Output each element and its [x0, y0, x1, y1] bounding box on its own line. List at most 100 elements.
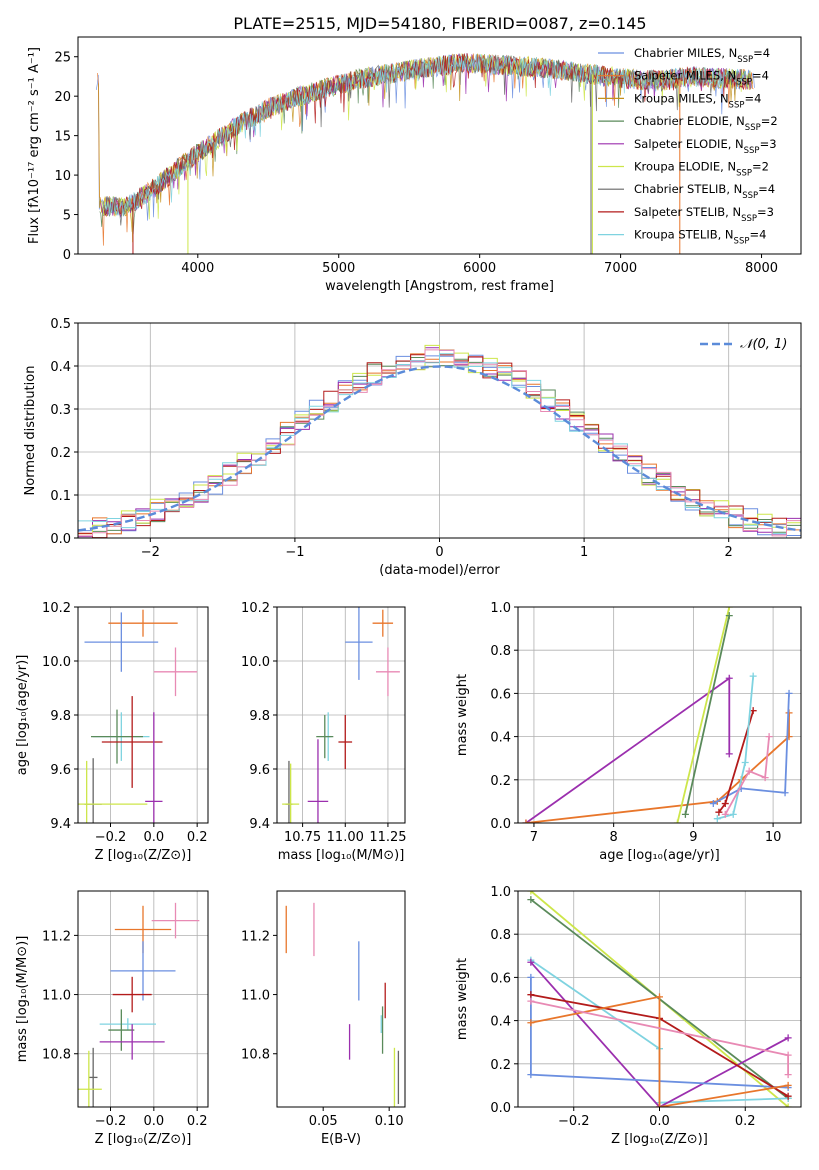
weight-marker — [784, 1034, 792, 1042]
y-tick-label: 11.2 — [241, 929, 270, 944]
mass-vs-metallicity-panel: −0.2 0.0 0.2 10.8 11.0 11.2 Z [log₁₀(Z/Z⊙)] mas… — [15, 890, 209, 1147]
x-tick-label: 0.10 — [375, 1114, 404, 1129]
y-tick-label: 10.0 — [42, 655, 71, 670]
y-axis-label: Normed distribution — [23, 366, 38, 496]
x-tick-label: 8 — [610, 830, 618, 845]
weight-marker — [784, 1081, 792, 1089]
weight-vs-age-panel: 7 8 9 10 0.0 0.2 0.4 0.6 0.8 1.0 age [log₁₀(age/yr… — [455, 601, 802, 863]
weight-marker — [713, 815, 721, 823]
y-tick-label: 0 — [63, 248, 71, 263]
axes-frame — [77, 36, 802, 255]
weight-marker — [784, 1092, 792, 1100]
axes-frame — [77, 890, 209, 1108]
weight-series-line — [724, 736, 770, 815]
axes-frame — [517, 890, 802, 1108]
x-axis-label: (data-model)/error — [379, 563, 500, 578]
y-axis-label: mass weight — [455, 958, 470, 1040]
y-tick-label: 0.2 — [490, 1058, 511, 1073]
y-tick-label: 10.0 — [241, 655, 270, 670]
weight-marker — [522, 819, 530, 823]
y-tick-label: 10.8 — [241, 1048, 270, 1063]
weight-lines — [527, 891, 792, 1107]
weight-marker — [527, 1071, 535, 1079]
weight-marker — [725, 612, 733, 620]
weight-marker — [673, 819, 681, 823]
weight-marker — [527, 973, 535, 981]
x-tick-label: 7000 — [604, 261, 637, 276]
y-tick-label: 11.0 — [241, 989, 270, 1004]
x-tick-label: 4000 — [181, 261, 214, 276]
normal-curve — [78, 365, 801, 532]
figure-title: PLATE=2515, MJD=54180, FIBERID=0087, z=0… — [233, 14, 646, 33]
legend-entry: 𝒩(0, 1) — [740, 337, 787, 352]
x-axis-label: Z [log₁₀(Z/Z⊙)] — [95, 1132, 192, 1147]
x-tick-label: 6000 — [463, 261, 496, 276]
y-tick-label: 11.0 — [42, 989, 71, 1004]
x-tick-label: 2 — [725, 545, 733, 560]
y-axis-label: age [log₁₀(age/yr)] — [15, 655, 30, 776]
weight-marker — [656, 1103, 663, 1107]
y-tick-label: 0.6 — [490, 687, 511, 702]
axes-frame — [517, 606, 802, 824]
y-tick-label: 0.0 — [490, 1101, 511, 1116]
y-tick-label: 20 — [54, 90, 71, 105]
axes-frame — [276, 890, 406, 1108]
y-tick-label: 9.8 — [50, 709, 71, 724]
weight-marker — [729, 810, 737, 818]
legend-entry: Salpeter STELIB, NSSP=3 — [634, 205, 774, 224]
y-tick-label: 9.6 — [249, 763, 270, 778]
x-axis-label: E(B-V) — [321, 1132, 361, 1147]
y-tick-label: 0.4 — [490, 1015, 511, 1030]
y-tick-label: 0.2 — [50, 446, 71, 461]
weight-marker — [784, 1071, 792, 1079]
weight-series-line — [712, 693, 790, 805]
spectrum-panel: 4000 5000 6000 7000 8000 0 5 10 15 20 25 wavelength… — [27, 36, 802, 294]
y-tick-label: 11.2 — [42, 929, 71, 944]
x-tick-label: 0 — [435, 545, 443, 560]
y-tick-label: 0.3 — [50, 403, 71, 418]
x-axis-label: Z [log₁₀(Z/Z⊙)] — [95, 848, 192, 863]
legend-entry: Salpeter ELODIE, NSSP=3 — [634, 137, 777, 156]
y-tick-label: 9.4 — [50, 817, 71, 832]
x-tick-label: −0.2 — [95, 1114, 127, 1129]
y-axis-label: mass [log₁₀(M/M⊙)] — [15, 936, 30, 1063]
weight-marker — [725, 607, 733, 611]
weight-marker — [761, 774, 769, 782]
age-vs-mass-panel: 10.75 11.00 11.25 9.4 9.6 9.8 10.0 10.2 mass [lo… — [241, 601, 406, 863]
x-axis-label: mass [log₁₀(M/M⊙)] — [278, 848, 405, 863]
weight-marker — [656, 993, 663, 1001]
weight-marker — [725, 750, 733, 758]
axes-frame — [276, 606, 406, 824]
y-tick-label: 15 — [54, 130, 71, 145]
x-tick-label: 10 — [765, 830, 782, 845]
legend-entry: Kroupa MILES, NSSP=4 — [634, 91, 761, 110]
y-tick-label: 10.8 — [42, 1048, 71, 1063]
spectrum-lines — [95, 52, 755, 254]
weight-marker — [527, 958, 535, 966]
weight-marker — [721, 800, 729, 808]
weight-marker — [527, 896, 535, 904]
y-tick-label: 0.0 — [490, 817, 511, 832]
residual-histogram-panel: −2 −1 0 1 2 0.0 0.1 0.2 0.3 0.4 0.5 (data-model)/er… — [23, 317, 802, 578]
weight-marker — [721, 810, 729, 818]
x-axis-label: Z [log₁₀(Z/Z⊙)] — [611, 1132, 708, 1147]
x-axis-label: age [log₁₀(age/yr)] — [599, 848, 720, 863]
y-tick-label: 1.0 — [490, 885, 511, 900]
axes-frame — [77, 606, 209, 824]
x-tick-label: 0.05 — [309, 1114, 338, 1129]
y-tick-label: 0.4 — [50, 360, 71, 375]
x-tick-label: 10.75 — [284, 830, 321, 845]
y-tick-label: 5 — [63, 209, 71, 224]
x-tick-label: 11.25 — [369, 830, 406, 845]
y-tick-label: 0.6 — [490, 971, 511, 986]
x-tick-label: −1 — [285, 545, 304, 560]
weight-marker — [784, 1051, 792, 1059]
y-axis-label: Flux [fλ10⁻¹⁷ erg cm⁻² s⁻¹ A⁻¹] — [27, 47, 42, 244]
legend-entry: Chabrier ELODIE, NSSP=2 — [634, 114, 778, 133]
y-tick-label: 9.4 — [249, 817, 270, 832]
y-tick-label: 0.8 — [490, 928, 511, 943]
age-vs-metallicity-panel: −0.2 0.0 0.2 9.4 9.6 9.8 10.0 10.2 Z [log₁₀(Z/Z⊙… — [15, 601, 209, 863]
weight-marker — [725, 674, 733, 682]
weight-marker — [715, 808, 723, 816]
